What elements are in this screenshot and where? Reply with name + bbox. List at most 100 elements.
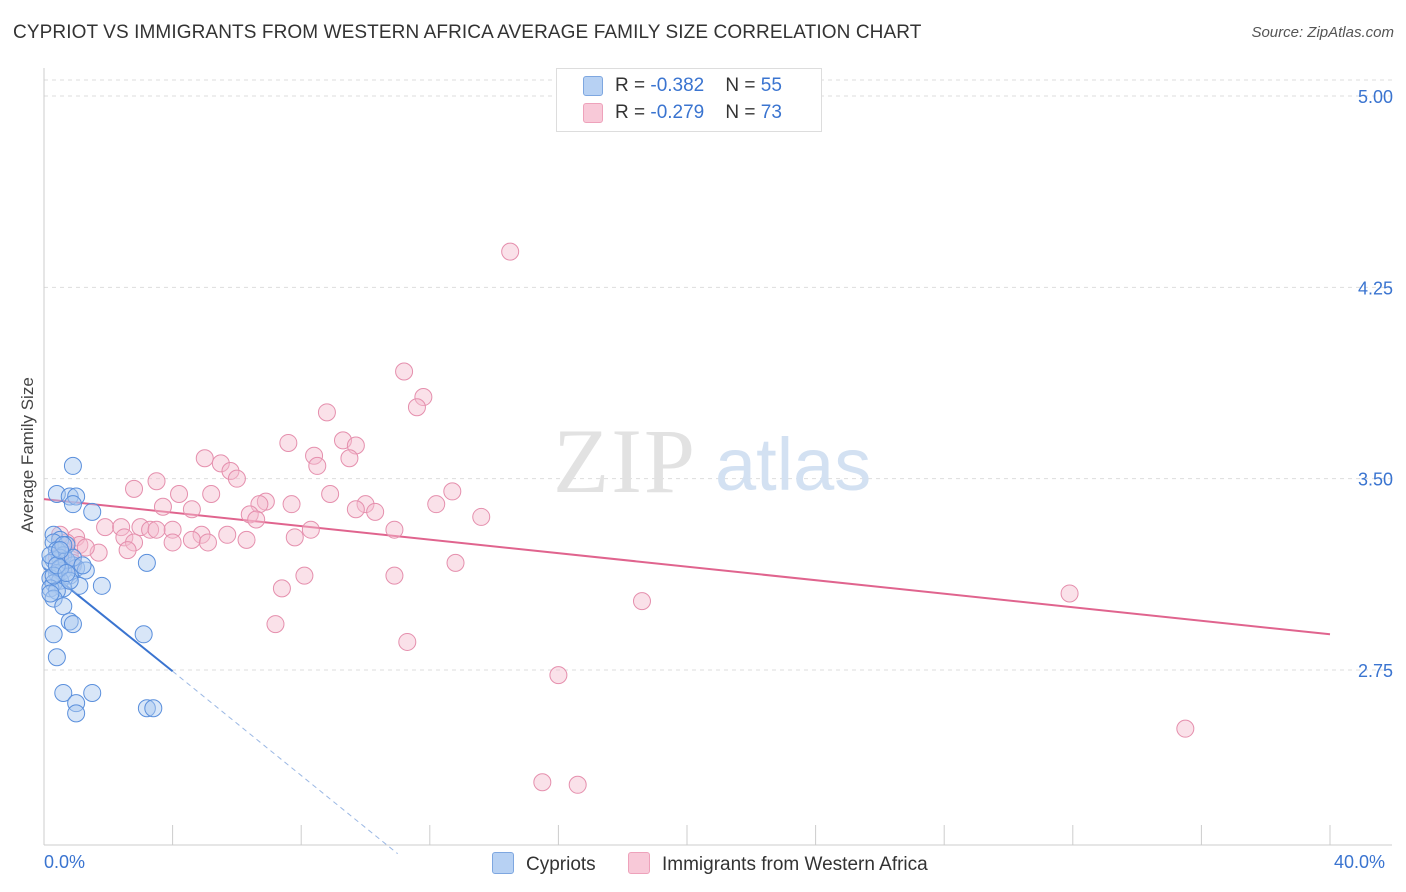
x-tick-label-max: 40.0% bbox=[1334, 852, 1386, 872]
point-cypriots bbox=[67, 704, 86, 723]
point-western-africa bbox=[317, 403, 336, 422]
axes bbox=[43, 68, 1392, 846]
watermark-atlas: atlas bbox=[715, 423, 871, 506]
legend-item-western-africa: Immigrants from Western Africa bbox=[628, 852, 928, 876]
point-western-africa bbox=[163, 533, 182, 552]
point-western-africa bbox=[427, 495, 446, 514]
x-tick-label-min: 0.0% bbox=[44, 852, 86, 872]
point-cypriots bbox=[63, 615, 82, 634]
point-cypriots bbox=[83, 502, 102, 521]
point-western-africa bbox=[202, 484, 221, 503]
point-western-africa bbox=[1060, 584, 1079, 603]
point-western-africa bbox=[356, 495, 375, 514]
source-label: Source: ZipAtlas.com bbox=[1251, 24, 1394, 41]
point-western-africa bbox=[308, 456, 327, 475]
point-western-africa bbox=[366, 502, 385, 521]
point-cypriots bbox=[44, 589, 63, 608]
y-tick-label: 2.75 bbox=[1358, 661, 1393, 681]
point-western-africa bbox=[443, 482, 462, 501]
point-cypriots bbox=[51, 541, 70, 560]
point-western-africa bbox=[414, 388, 433, 407]
legend-n-value: 73 bbox=[760, 102, 782, 123]
point-western-africa bbox=[237, 530, 256, 549]
points-blue bbox=[41, 456, 163, 723]
watermark-zip: ZIP bbox=[553, 410, 697, 512]
legend-r-label: R = bbox=[615, 75, 651, 96]
point-cypriots bbox=[70, 576, 89, 595]
point-cypriots bbox=[137, 553, 156, 572]
point-western-africa bbox=[218, 525, 237, 544]
points-pink bbox=[47, 242, 1195, 794]
point-cypriots bbox=[63, 495, 82, 514]
point-western-africa bbox=[407, 398, 426, 417]
legend-r-label: R = bbox=[615, 102, 651, 123]
point-western-africa bbox=[305, 446, 324, 465]
point-western-africa bbox=[247, 510, 266, 529]
point-western-africa bbox=[221, 462, 240, 481]
y-tick-labels: 2.75 3.50 4.25 5.00 bbox=[1358, 87, 1393, 681]
legend-n-label: N = bbox=[725, 102, 761, 123]
point-western-africa bbox=[266, 615, 285, 634]
trend-line-western-africa bbox=[43, 498, 1331, 636]
point-western-africa bbox=[398, 632, 417, 651]
point-western-africa bbox=[170, 484, 189, 503]
point-cypriots bbox=[92, 576, 111, 595]
point-cypriots bbox=[57, 564, 76, 583]
legend-label-western-africa: Immigrants from Western Africa bbox=[662, 854, 928, 875]
point-western-africa bbox=[272, 579, 291, 598]
point-western-africa bbox=[282, 495, 301, 514]
point-western-africa bbox=[153, 497, 172, 516]
point-cypriots bbox=[47, 648, 66, 667]
point-cypriots bbox=[144, 699, 163, 718]
point-western-africa bbox=[182, 500, 201, 519]
point-western-africa bbox=[346, 500, 365, 519]
legend-text-cypriots: R = -0.382 N = 55 bbox=[615, 75, 782, 97]
point-western-africa bbox=[568, 775, 587, 794]
point-cypriots bbox=[63, 456, 82, 475]
point-western-africa bbox=[340, 449, 359, 468]
legend-text-western-africa: R = -0.279 N = 73 bbox=[615, 102, 782, 124]
legend-swatch-blue bbox=[492, 852, 514, 874]
legend-swatch-pink bbox=[628, 852, 650, 874]
point-western-africa bbox=[446, 553, 465, 572]
legend-n-label: N = bbox=[725, 75, 761, 96]
point-western-africa bbox=[182, 530, 201, 549]
legend-label-cypriots: Cypriots bbox=[526, 854, 596, 875]
point-western-africa bbox=[76, 538, 95, 557]
point-western-africa bbox=[227, 469, 246, 488]
point-western-africa bbox=[632, 592, 651, 611]
legend-r-value: -0.279 bbox=[650, 102, 705, 123]
point-western-africa bbox=[195, 449, 214, 468]
point-cypriots bbox=[47, 556, 66, 575]
point-western-africa bbox=[96, 518, 115, 537]
legend-swatch-blue bbox=[583, 76, 603, 96]
point-cypriots bbox=[76, 561, 95, 580]
y-tick-label: 3.50 bbox=[1358, 470, 1393, 490]
point-cypriots bbox=[83, 683, 102, 702]
point-western-africa bbox=[321, 484, 340, 503]
point-western-africa bbox=[385, 566, 404, 585]
point-cypriots bbox=[67, 694, 86, 713]
legend-item-cypriots: Cypriots bbox=[492, 852, 596, 876]
point-cypriots bbox=[54, 597, 73, 616]
gridlines bbox=[44, 79, 1392, 671]
point-western-africa bbox=[279, 433, 298, 452]
point-western-africa bbox=[147, 472, 166, 491]
point-western-africa bbox=[533, 773, 552, 792]
point-cypriots bbox=[73, 556, 92, 575]
point-cypriots bbox=[60, 612, 79, 631]
point-western-africa bbox=[211, 454, 230, 473]
point-cypriots bbox=[134, 625, 153, 644]
point-western-africa bbox=[1176, 719, 1195, 738]
point-cypriots bbox=[137, 699, 156, 718]
point-western-africa bbox=[501, 242, 520, 261]
chart-title: CYPRIOT VS IMMIGRANTS FROM WESTERN AFRIC… bbox=[13, 22, 922, 43]
point-western-africa bbox=[141, 520, 160, 539]
point-western-africa bbox=[163, 520, 182, 539]
point-cypriots bbox=[54, 683, 73, 702]
point-cypriots bbox=[54, 535, 73, 554]
trend-line-cypriots-extension bbox=[172, 670, 398, 855]
point-cypriots bbox=[41, 546, 60, 565]
point-western-africa bbox=[472, 507, 491, 526]
point-western-africa bbox=[192, 525, 211, 544]
